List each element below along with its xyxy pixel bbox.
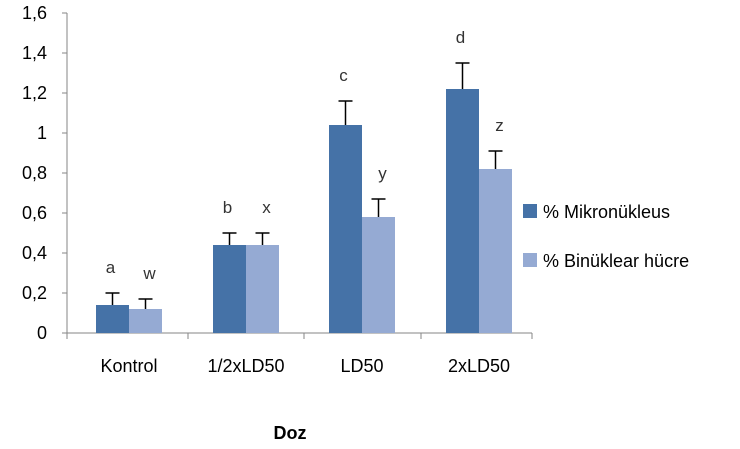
- x-axis-title: Doz: [274, 423, 307, 443]
- y-tick-label: 1,4: [22, 43, 47, 63]
- bar-mikronukleus: [446, 89, 479, 333]
- significance-letter: y: [378, 164, 387, 183]
- legend-label: % Mikronükleus: [543, 202, 670, 222]
- legend-swatch: [523, 253, 537, 267]
- legend: % Mikronükleus % Binüklear hücre: [523, 202, 689, 271]
- x-tick-label: Kontrol: [100, 356, 157, 376]
- y-tick-label: 0,8: [22, 163, 47, 183]
- significance-letter: x: [262, 198, 271, 217]
- bar-mikronukleus: [329, 125, 362, 333]
- y-tick-label: 0,4: [22, 243, 47, 263]
- bar-binuklear: [362, 217, 395, 333]
- legend-swatch: [523, 204, 537, 218]
- y-tick-label: 1: [37, 123, 47, 143]
- x-tick-label: 1/2xLD50: [207, 356, 284, 376]
- bar-mikronukleus: [213, 245, 246, 333]
- legend-label: % Binüklear hücre: [543, 251, 689, 271]
- significance-letter: c: [339, 66, 348, 85]
- x-tick-label: 2xLD50: [448, 356, 510, 376]
- y-tick-label: 0: [37, 323, 47, 343]
- bar-binuklear: [129, 309, 162, 333]
- y-tick-label: 0,2: [22, 283, 47, 303]
- y-tick-label: 0,6: [22, 203, 47, 223]
- x-tick-label: LD50: [340, 356, 383, 376]
- significance-labels: a b c d w x y z: [106, 28, 504, 283]
- bar-binuklear: [246, 245, 279, 333]
- y-tick-label: 1,2: [22, 83, 47, 103]
- y-tick-label: 1,6: [22, 3, 47, 23]
- bars: [96, 62, 512, 333]
- significance-letter: w: [142, 264, 156, 283]
- axes: 0 0,2 0,4 0,6 0,8 1 1,2 1,4 1,6 Kontrol 1/2xLD50 LD…: [22, 3, 533, 376]
- significance-letter: b: [223, 198, 232, 217]
- significance-letter: a: [106, 258, 116, 277]
- significance-letter: z: [495, 116, 504, 135]
- bar-binuklear: [479, 169, 512, 333]
- significance-letter: d: [456, 28, 465, 47]
- bar-mikronukleus: [96, 305, 129, 333]
